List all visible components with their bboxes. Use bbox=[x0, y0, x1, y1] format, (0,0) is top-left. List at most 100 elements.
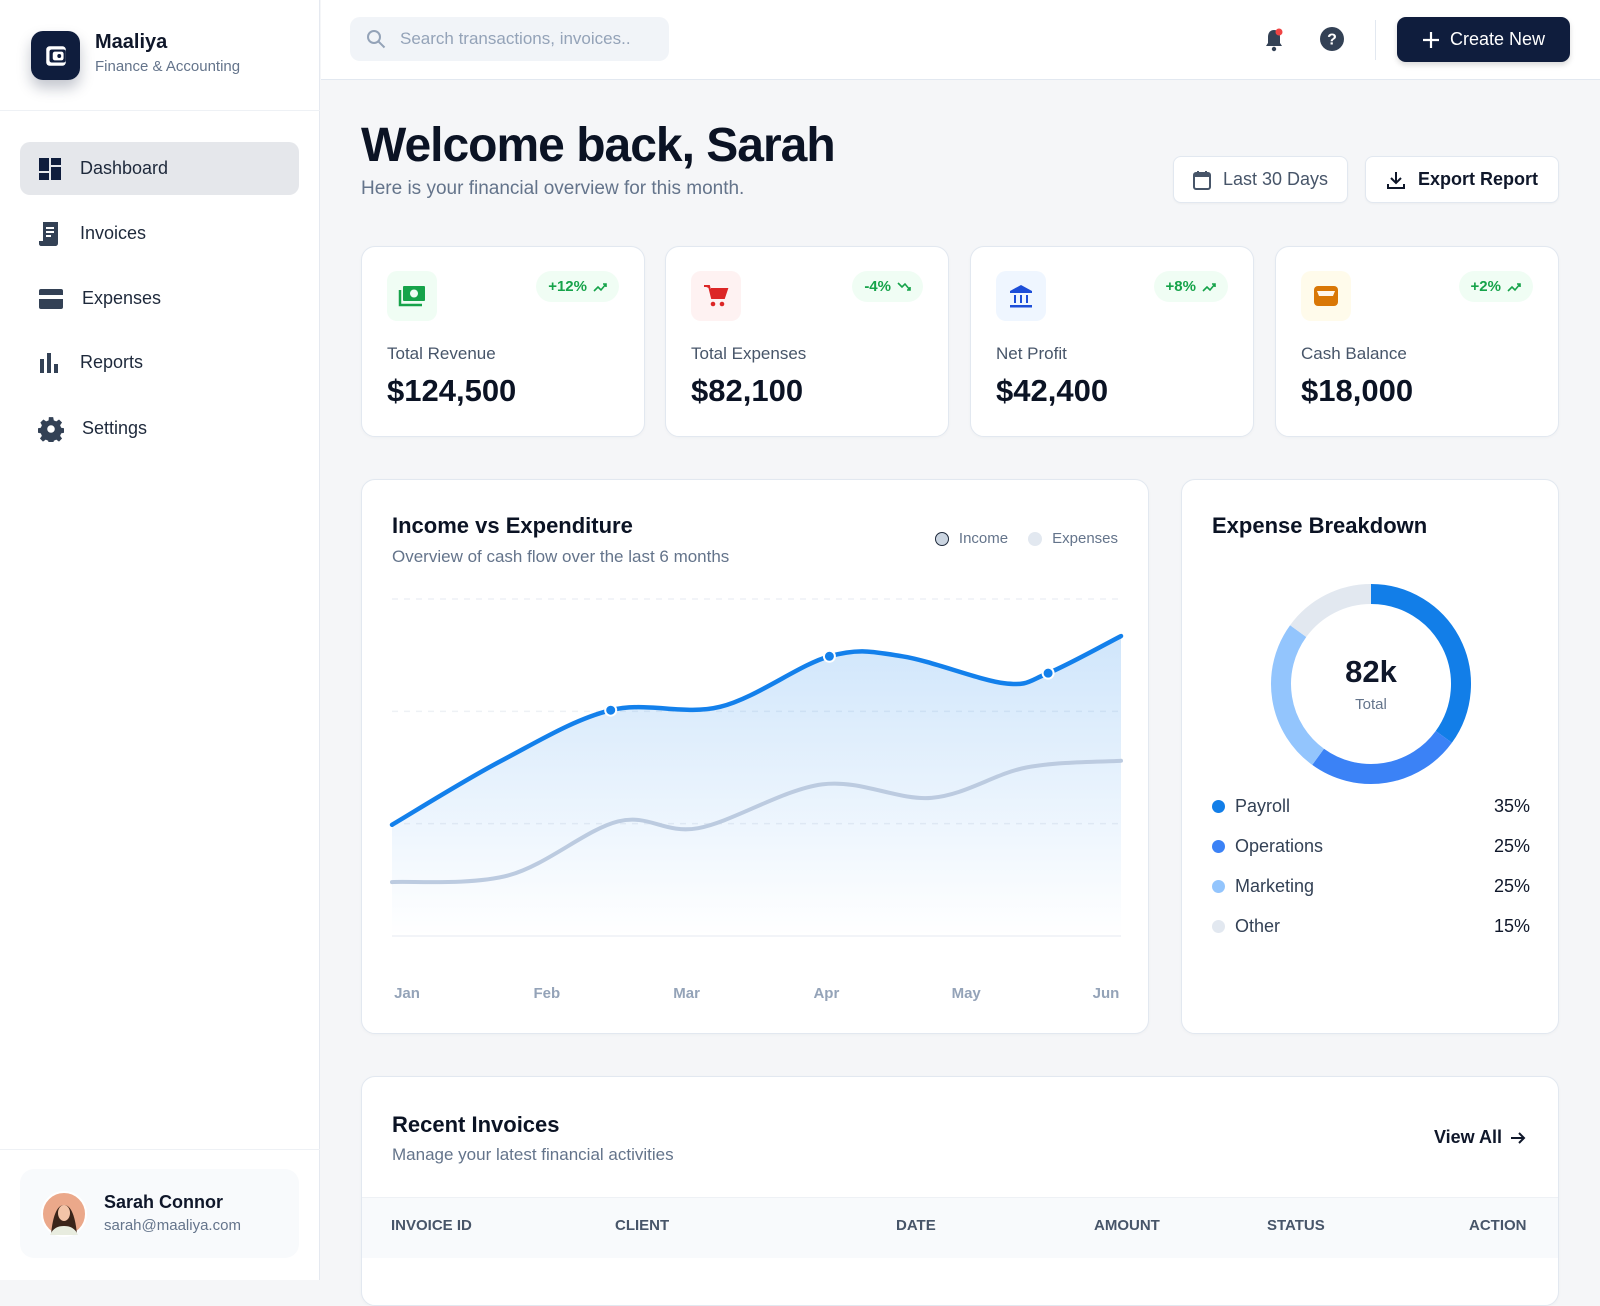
legend-income[interactable]: Income bbox=[934, 530, 1008, 547]
trend-up-icon bbox=[1507, 282, 1521, 292]
trend-down-icon bbox=[897, 281, 911, 291]
legend-item-operations: Operations 25% bbox=[1212, 836, 1530, 857]
trend-up-icon bbox=[593, 282, 607, 292]
kpi-value: $42,400 bbox=[996, 373, 1109, 408]
create-new-label: Create New bbox=[1449, 29, 1546, 49]
money-icon bbox=[387, 271, 437, 321]
kpi-value: $82,100 bbox=[691, 373, 804, 408]
legend-expenses[interactable]: Expenses bbox=[1028, 530, 1118, 547]
x-tick-label: May bbox=[951, 985, 981, 1002]
kpi-value: $124,500 bbox=[387, 373, 517, 408]
donut-slice-other[interactable] bbox=[1290, 584, 1372, 638]
legend-percent: 15% bbox=[1493, 916, 1530, 936]
legend-item-marketing: Marketing 25% bbox=[1212, 876, 1530, 897]
column-header-client[interactable]: CLIENT bbox=[615, 1217, 670, 1234]
credit-card-icon bbox=[39, 288, 63, 309]
x-tick-label: Apr bbox=[813, 985, 840, 1002]
income-area bbox=[392, 636, 1121, 936]
gear-icon bbox=[38, 416, 64, 442]
svg-text:?: ? bbox=[1327, 32, 1337, 49]
app-name: Maaliya bbox=[95, 31, 168, 53]
income-line bbox=[389, 633, 1124, 828]
change-value: +12% bbox=[548, 278, 587, 295]
divider bbox=[0, 1149, 320, 1150]
donut-center-label: Total bbox=[1355, 696, 1387, 713]
change-badge: +12% bbox=[536, 271, 619, 302]
sidebar: Maaliya Finance & Accounting Dashboard I… bbox=[0, 0, 320, 1280]
column-header-date[interactable]: DATE bbox=[896, 1217, 936, 1234]
export-report-button[interactable]: Export Report bbox=[1365, 156, 1559, 203]
help-icon[interactable]: ? bbox=[1320, 27, 1344, 51]
change-badge: +8% bbox=[1153, 271, 1228, 302]
column-header-amount[interactable]: AMOUNT bbox=[1094, 1217, 1160, 1234]
income-point[interactable] bbox=[822, 649, 836, 663]
bar-chart-icon bbox=[40, 352, 58, 373]
search-input[interactable]: Search transactions, invoices.. bbox=[350, 17, 669, 61]
sidebar-item-label: Dashboard bbox=[80, 158, 169, 178]
donut-center-value: 82k bbox=[1345, 654, 1397, 689]
search-icon bbox=[367, 30, 386, 49]
legend-label: Other bbox=[1235, 916, 1281, 936]
user-name: Sarah Connor bbox=[104, 1192, 224, 1212]
bell-icon[interactable] bbox=[1262, 27, 1286, 53]
sidebar-item-dashboard[interactable]: Dashboard bbox=[20, 142, 299, 195]
app-logo[interactable] bbox=[31, 31, 80, 80]
column-header-status[interactable]: STATUS bbox=[1267, 1217, 1325, 1234]
date-range-button[interactable]: Last 30 Days bbox=[1173, 156, 1348, 203]
donut-slice-operations[interactable] bbox=[1312, 730, 1452, 784]
legend-item-payroll: Payroll 35% bbox=[1212, 796, 1530, 817]
donut-slice-marketing[interactable] bbox=[1271, 625, 1325, 765]
donut-slice-payroll[interactable] bbox=[1370, 584, 1471, 743]
view-all-label: View All bbox=[1433, 1127, 1502, 1147]
avatar bbox=[41, 1191, 87, 1237]
sidebar-item-label: Invoices bbox=[80, 223, 147, 243]
sidebar-item-settings[interactable]: Settings bbox=[20, 402, 299, 455]
x-tick-label: Feb bbox=[533, 985, 561, 1002]
change-value: +2% bbox=[1470, 278, 1501, 295]
legend-swatch bbox=[1212, 800, 1225, 813]
section-title: Recent Invoices bbox=[392, 1112, 560, 1137]
user-profile[interactable]: Sarah Connor sarah@maaliya.com bbox=[20, 1169, 299, 1258]
sidebar-item-invoices[interactable]: Invoices bbox=[20, 207, 299, 260]
kpi-label: Total Expenses bbox=[691, 344, 807, 363]
recent-invoices-card: Recent Invoices Manage your latest finan… bbox=[361, 1076, 1559, 1306]
change-badge: -4% bbox=[852, 271, 923, 302]
page-subtitle: Here is your financial overview for this… bbox=[361, 178, 745, 199]
donut-chart bbox=[1271, 584, 1471, 784]
line-chart bbox=[389, 598, 1124, 937]
x-tick-label: Jun bbox=[1092, 985, 1120, 1002]
income-point[interactable] bbox=[604, 703, 618, 717]
sidebar-item-label: Settings bbox=[82, 418, 148, 438]
income-point[interactable] bbox=[1041, 666, 1055, 680]
cart-icon bbox=[691, 271, 741, 321]
x-tick-label: Mar bbox=[673, 985, 700, 1002]
legend-swatch bbox=[1212, 880, 1225, 893]
view-all-link[interactable]: View All bbox=[1434, 1127, 1526, 1148]
section-subtitle: Manage your latest financial activities bbox=[392, 1145, 674, 1164]
sidebar-item-expenses[interactable]: Expenses bbox=[20, 272, 299, 325]
chart-legend: Income Expenses bbox=[934, 530, 1118, 547]
page-title: Welcome back, Sarah bbox=[361, 119, 836, 172]
trend-up-icon bbox=[1202, 282, 1216, 292]
legend-label: Operations bbox=[1235, 836, 1324, 856]
kpi-card-cash-balance: +2% Cash Balance $18,000 bbox=[1275, 246, 1559, 437]
sidebar-item-label: Reports bbox=[80, 352, 144, 372]
legend-item-other: Other 15% bbox=[1212, 916, 1530, 937]
divider bbox=[1375, 20, 1376, 60]
legend-swatch bbox=[934, 531, 949, 546]
date-range-label: Last 30 Days bbox=[1222, 169, 1329, 189]
legend-percent: 25% bbox=[1493, 836, 1530, 856]
chart-title: Expense Breakdown bbox=[1212, 513, 1428, 538]
change-badge: +2% bbox=[1458, 271, 1533, 302]
kpi-label: Cash Balance bbox=[1301, 344, 1407, 363]
column-header-invoice-id[interactable]: INVOICE ID bbox=[391, 1217, 472, 1234]
sidebar-item-reports[interactable]: Reports bbox=[20, 336, 299, 389]
x-tick-label: Jan bbox=[394, 985, 420, 1002]
receipt-icon bbox=[39, 221, 58, 246]
legend-swatch bbox=[1212, 920, 1225, 933]
bank-icon bbox=[996, 271, 1046, 321]
wallet-icon bbox=[1301, 271, 1351, 321]
expenses-line bbox=[390, 758, 1123, 885]
create-new-button[interactable]: Create New bbox=[1397, 17, 1570, 62]
column-header-action[interactable]: ACTION bbox=[1469, 1217, 1527, 1234]
